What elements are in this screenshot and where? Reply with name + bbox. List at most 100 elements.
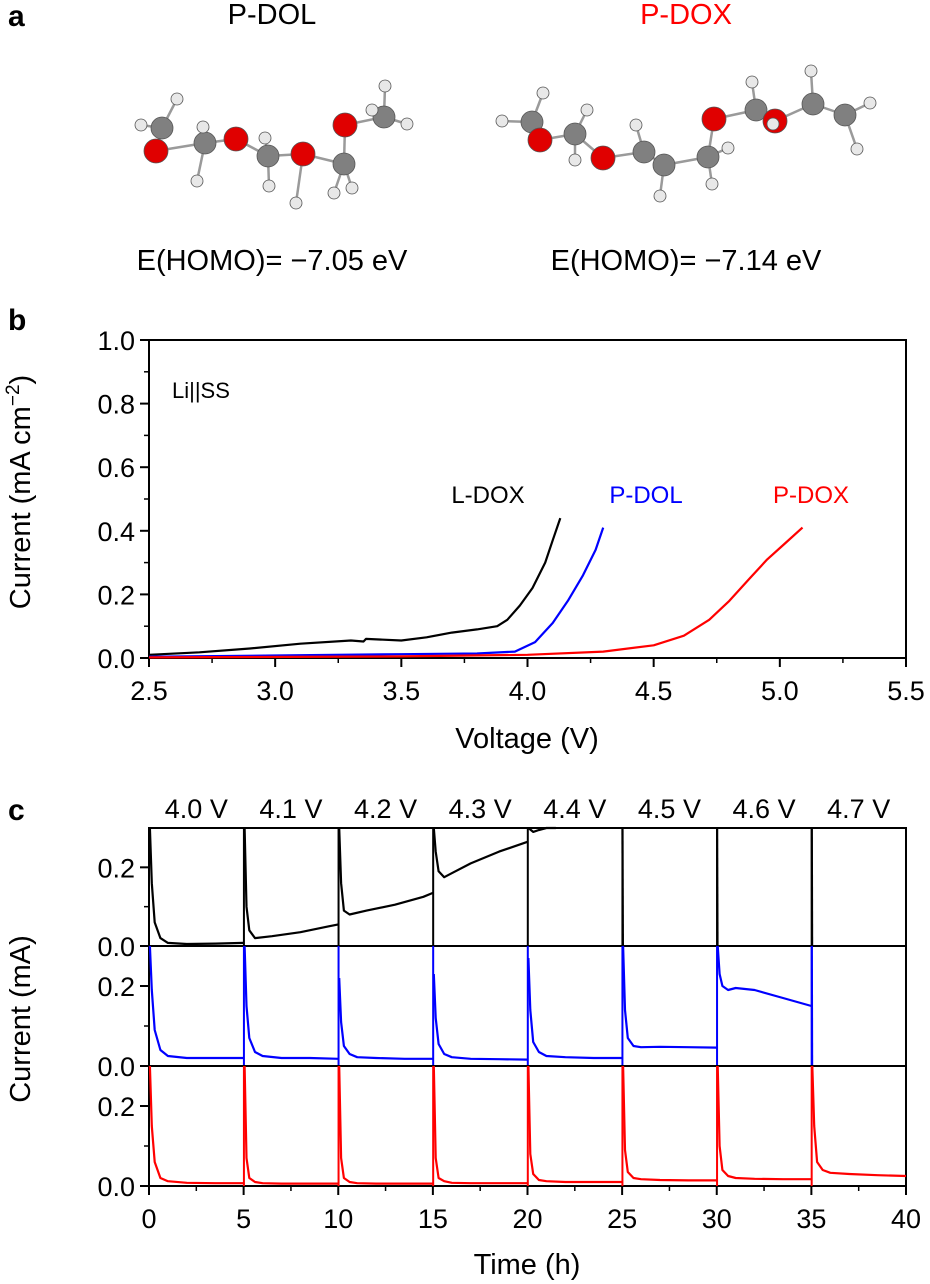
- carbon-atom: [652, 153, 676, 177]
- y-tick-label: 1.0: [97, 326, 135, 356]
- series-label-l-dox: L-DOX: [451, 482, 524, 509]
- carbon-atom: [256, 144, 280, 168]
- step-voltage-label: 4.2 V: [354, 794, 417, 824]
- carbon-atom: [372, 105, 396, 129]
- step-voltage-label: 4.4 V: [543, 794, 606, 824]
- y-tick-label: 0.2: [97, 972, 135, 1002]
- x-tick-label: 20: [512, 1204, 542, 1234]
- y-tick-label: 0.0: [97, 932, 135, 962]
- panel-b-label: b: [8, 304, 26, 337]
- series-line-p-dox: [148, 526, 804, 659]
- x-tick-label: 15: [418, 1204, 448, 1234]
- hydrogen-atom: [705, 177, 719, 191]
- carbon-atom: [563, 122, 587, 146]
- x-tick-label: 30: [702, 1204, 732, 1234]
- hydrogen-atom: [863, 96, 877, 110]
- x-tick-label: 0: [141, 1204, 156, 1234]
- chart-b-ylabel-main: Current (mA cm: [5, 406, 37, 609]
- x-tick-label: 5: [236, 1204, 251, 1234]
- step-voltage-label: 4.6 V: [733, 794, 796, 824]
- carbon-atom: [150, 116, 174, 140]
- hydrogen-atom: [190, 174, 204, 188]
- x-tick-label: 40: [891, 1204, 921, 1234]
- hydrogen-atom: [721, 141, 735, 155]
- x-tick-label: 4.5: [635, 676, 673, 706]
- hydrogen-atom: [850, 142, 864, 156]
- y-tick-label: 0.2: [97, 853, 135, 883]
- series-line-p-dol: [148, 527, 605, 658]
- oxygen-atom: [143, 138, 169, 164]
- carbon-atom: [193, 131, 217, 155]
- carbon-atom: [696, 145, 720, 169]
- series-line-l-dox: [432, 827, 528, 879]
- series-line-p-dol: [243, 945, 339, 1060]
- series-line-p-dol: [622, 945, 717, 1049]
- series-label-p-dol: P-DOL: [609, 482, 682, 509]
- step-voltage-label: 4.1 V: [259, 794, 322, 824]
- series-line-p-dox: [338, 1065, 433, 1185]
- hydrogen-atom: [568, 153, 582, 167]
- series-line-p-dol: [527, 957, 623, 1060]
- carbon-atom: [801, 92, 825, 116]
- x-tick-label: 10: [323, 1204, 353, 1234]
- panel-a-label: a: [8, 0, 25, 33]
- hydrogen-atom: [365, 103, 379, 117]
- molecule-2-name: P-DOX: [640, 0, 732, 31]
- hydrogen-atom: [134, 118, 148, 132]
- x-tick-label: 4.0: [509, 676, 547, 706]
- y-tick-label: 0.0: [97, 1052, 135, 1082]
- hydrogen-atom: [804, 64, 818, 78]
- x-tick-label: 3.0: [256, 676, 294, 706]
- subplot-p-dox: 0.0 0.2: [97, 1065, 907, 1202]
- chart-c-xlabel: Time (h): [474, 1249, 581, 1281]
- molecule-2-structure: [495, 64, 877, 203]
- oxygen-atom: [701, 106, 727, 132]
- series-line-p-dox: [716, 1065, 812, 1181]
- series-line-p-dol: [148, 945, 244, 1060]
- series-line-p-dol: [338, 977, 433, 1060]
- series-label-p-dox: P-DOX: [773, 482, 849, 509]
- series-line-p-dox: [622, 1065, 717, 1182]
- hydrogen-atom: [653, 189, 667, 203]
- series-line-p-dol: [432, 973, 528, 1061]
- molecule-1-structure: [134, 79, 414, 210]
- carbon-atom: [744, 98, 768, 122]
- oxygen-atom: [223, 126, 249, 152]
- chart-b-ylabel-sup: −2: [3, 384, 24, 406]
- x-tick-label: 3.5: [383, 676, 421, 706]
- carbon-atom: [632, 140, 656, 164]
- oxygen-atom: [590, 145, 616, 171]
- y-tick-label: 0.2: [97, 580, 135, 610]
- x-tick-label: 35: [796, 1204, 826, 1234]
- oxygen-atom: [290, 141, 316, 167]
- y-tick-label: 0.4: [97, 517, 135, 547]
- y-tick-label: 0.8: [97, 390, 135, 420]
- hydrogen-atom: [378, 79, 392, 93]
- molecule-2-homo: E(HOMO)= −7.14 eV: [551, 245, 822, 277]
- molecule-1-homo: E(HOMO)= −7.05 eV: [137, 245, 408, 277]
- oxygen-atom: [527, 127, 553, 153]
- hydrogen-atom: [289, 196, 303, 210]
- subplot-l-dox: 0.0 0.2: [97, 826, 907, 962]
- step-voltage-label: 4.3 V: [449, 794, 512, 824]
- chart-b: 2.5 3.0 3.5 4.0 4.5 5.0 5.5 0.0 0.2 0.4 0.6 0.8 1.0 L…: [97, 326, 924, 706]
- series-line-p-dox: [148, 1065, 244, 1185]
- chart-c: 4.0 V 4.1 V 4.2 V 4.3 V 4.4 V 4.5 V 4.6 V 4.7 V…: [97, 794, 921, 1234]
- series-line-l-dox: [527, 826, 556, 833]
- series-line-l-dox: [148, 827, 244, 946]
- hydrogen-atom: [766, 117, 780, 131]
- step-voltage-label: 4.0 V: [165, 794, 228, 824]
- series-line-p-dox: [527, 1065, 623, 1184]
- y-tick-label: 0.6: [97, 453, 135, 483]
- series-line-l-dox: [243, 827, 339, 940]
- y-tick-label: 0.0: [97, 1172, 135, 1202]
- series-line-l-dox: [338, 827, 434, 916]
- hydrogen-atom: [196, 120, 210, 134]
- y-tick-label: 0.0: [97, 644, 135, 674]
- hydrogen-atom: [400, 117, 414, 131]
- x-tick-label: 2.5: [130, 676, 168, 706]
- series-line-p-dox: [243, 1065, 339, 1185]
- step-voltage-label: 4.5 V: [638, 794, 701, 824]
- x-tick-label: 5.5: [887, 676, 925, 706]
- series-line-p-dox: [432, 1065, 528, 1185]
